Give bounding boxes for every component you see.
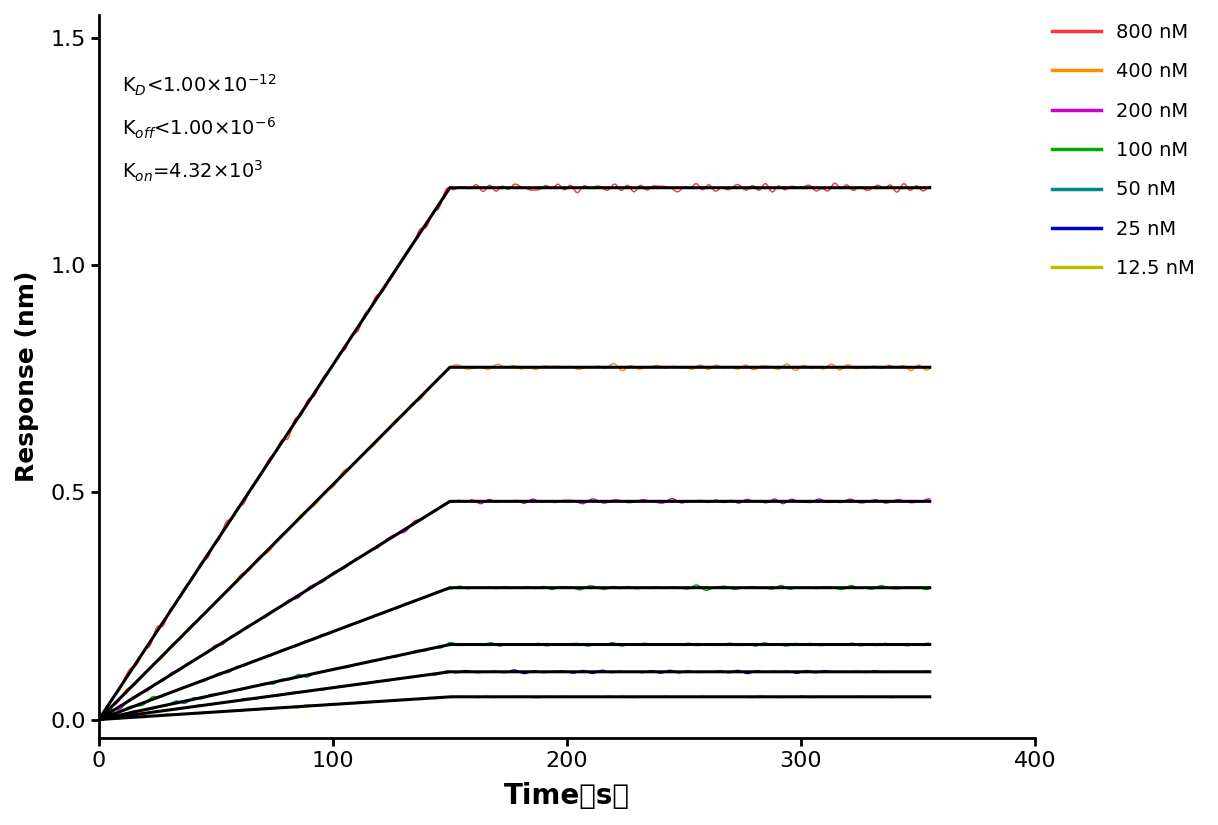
Line: 100 nM: 100 nM — [99, 585, 929, 719]
800 nM — [563, 181, 577, 191]
50 nM — [675, 640, 689, 650]
100 nM — [514, 583, 529, 593]
Legend: 800 nM, 400 nM, 200 nM, 100 nM, 50 nM, 25 nM, 12.5 nM: 800 nM, 400 nM, 200 nM, 100 nM, 50 nM, 2… — [1045, 15, 1203, 286]
Line: 200 nM: 200 nM — [99, 498, 929, 720]
12.5 nM — [922, 692, 937, 702]
12.5 nM — [564, 692, 579, 702]
25 nM — [675, 667, 689, 677]
200 nM — [91, 715, 106, 725]
100 nM — [602, 582, 616, 592]
800 nM — [602, 185, 616, 195]
Text: K$_D$<1.00×10$^{-12}$
K$_{off}$<1.00×10$^{-6}$
K$_{on}$=4.32×10$^3$: K$_D$<1.00×10$^{-12}$ K$_{off}$<1.00×10$… — [122, 73, 276, 184]
12.5 nM — [365, 696, 380, 706]
400 nM — [607, 359, 621, 369]
25 nM — [507, 665, 521, 675]
50 nM — [922, 639, 937, 648]
Line: 800 nM: 800 nM — [99, 183, 929, 719]
Y-axis label: Response (nm): Response (nm) — [15, 271, 39, 482]
400 nM — [364, 442, 379, 452]
200 nM — [364, 545, 379, 555]
400 nM — [829, 364, 844, 374]
100 nM — [563, 582, 577, 592]
50 nM — [564, 639, 579, 648]
50 nM — [364, 655, 379, 665]
800 nM — [828, 178, 843, 188]
25 nM — [603, 667, 618, 677]
12.5 nM — [94, 715, 108, 725]
400 nM — [514, 364, 529, 374]
200 nM — [665, 493, 680, 503]
800 nM — [922, 182, 937, 191]
200 nM — [563, 495, 577, 505]
Line: 50 nM: 50 nM — [99, 643, 929, 719]
X-axis label: Time（s）: Time（s） — [504, 782, 630, 810]
12.5 nM — [91, 714, 106, 724]
200 nM — [514, 497, 529, 507]
25 nM — [91, 714, 106, 724]
200 nM — [829, 497, 844, 507]
100 nM — [364, 611, 379, 621]
25 nM — [922, 667, 937, 676]
400 nM — [91, 716, 106, 726]
800 nM — [91, 714, 106, 724]
100 nM — [829, 584, 844, 594]
100 nM — [674, 583, 688, 593]
100 nM — [91, 714, 106, 724]
12.5 nM — [675, 692, 689, 702]
25 nM — [364, 678, 379, 688]
400 nM — [602, 361, 616, 371]
50 nM — [603, 639, 618, 648]
400 nM — [922, 364, 937, 374]
800 nM — [829, 180, 844, 190]
400 nM — [675, 363, 689, 373]
25 nM — [564, 668, 579, 678]
Line: 12.5 nM: 12.5 nM — [99, 695, 929, 720]
400 nM — [563, 361, 577, 371]
200 nM — [602, 497, 616, 507]
12.5 nM — [754, 691, 769, 700]
800 nM — [514, 182, 529, 192]
12.5 nM — [831, 692, 845, 702]
50 nM — [442, 638, 457, 648]
50 nM — [91, 714, 106, 724]
200 nM — [922, 494, 937, 504]
50 nM — [515, 639, 530, 648]
800 nM — [674, 185, 688, 195]
800 nM — [364, 300, 379, 310]
Line: 25 nM: 25 nM — [99, 670, 929, 719]
50 nM — [829, 639, 844, 649]
12.5 nM — [515, 691, 530, 701]
25 nM — [515, 668, 530, 678]
25 nM — [829, 667, 844, 677]
12.5 nM — [603, 691, 618, 701]
Line: 400 nM: 400 nM — [99, 364, 929, 721]
100 nM — [689, 580, 704, 590]
200 nM — [675, 498, 689, 508]
100 nM — [922, 583, 937, 593]
